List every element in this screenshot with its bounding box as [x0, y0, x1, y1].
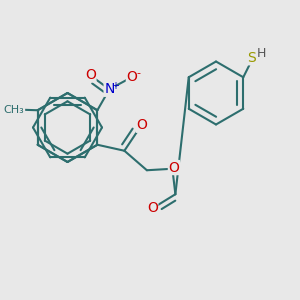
Text: O: O — [168, 160, 179, 175]
Text: N: N — [104, 82, 115, 96]
Text: -: - — [137, 68, 141, 78]
Text: O: O — [126, 70, 137, 84]
Text: S: S — [247, 51, 256, 65]
Text: CH₃: CH₃ — [4, 105, 25, 115]
Text: +: + — [111, 81, 119, 91]
Text: O: O — [85, 68, 96, 82]
Text: O: O — [136, 118, 147, 132]
Text: O: O — [147, 201, 158, 215]
Text: H: H — [257, 47, 267, 60]
